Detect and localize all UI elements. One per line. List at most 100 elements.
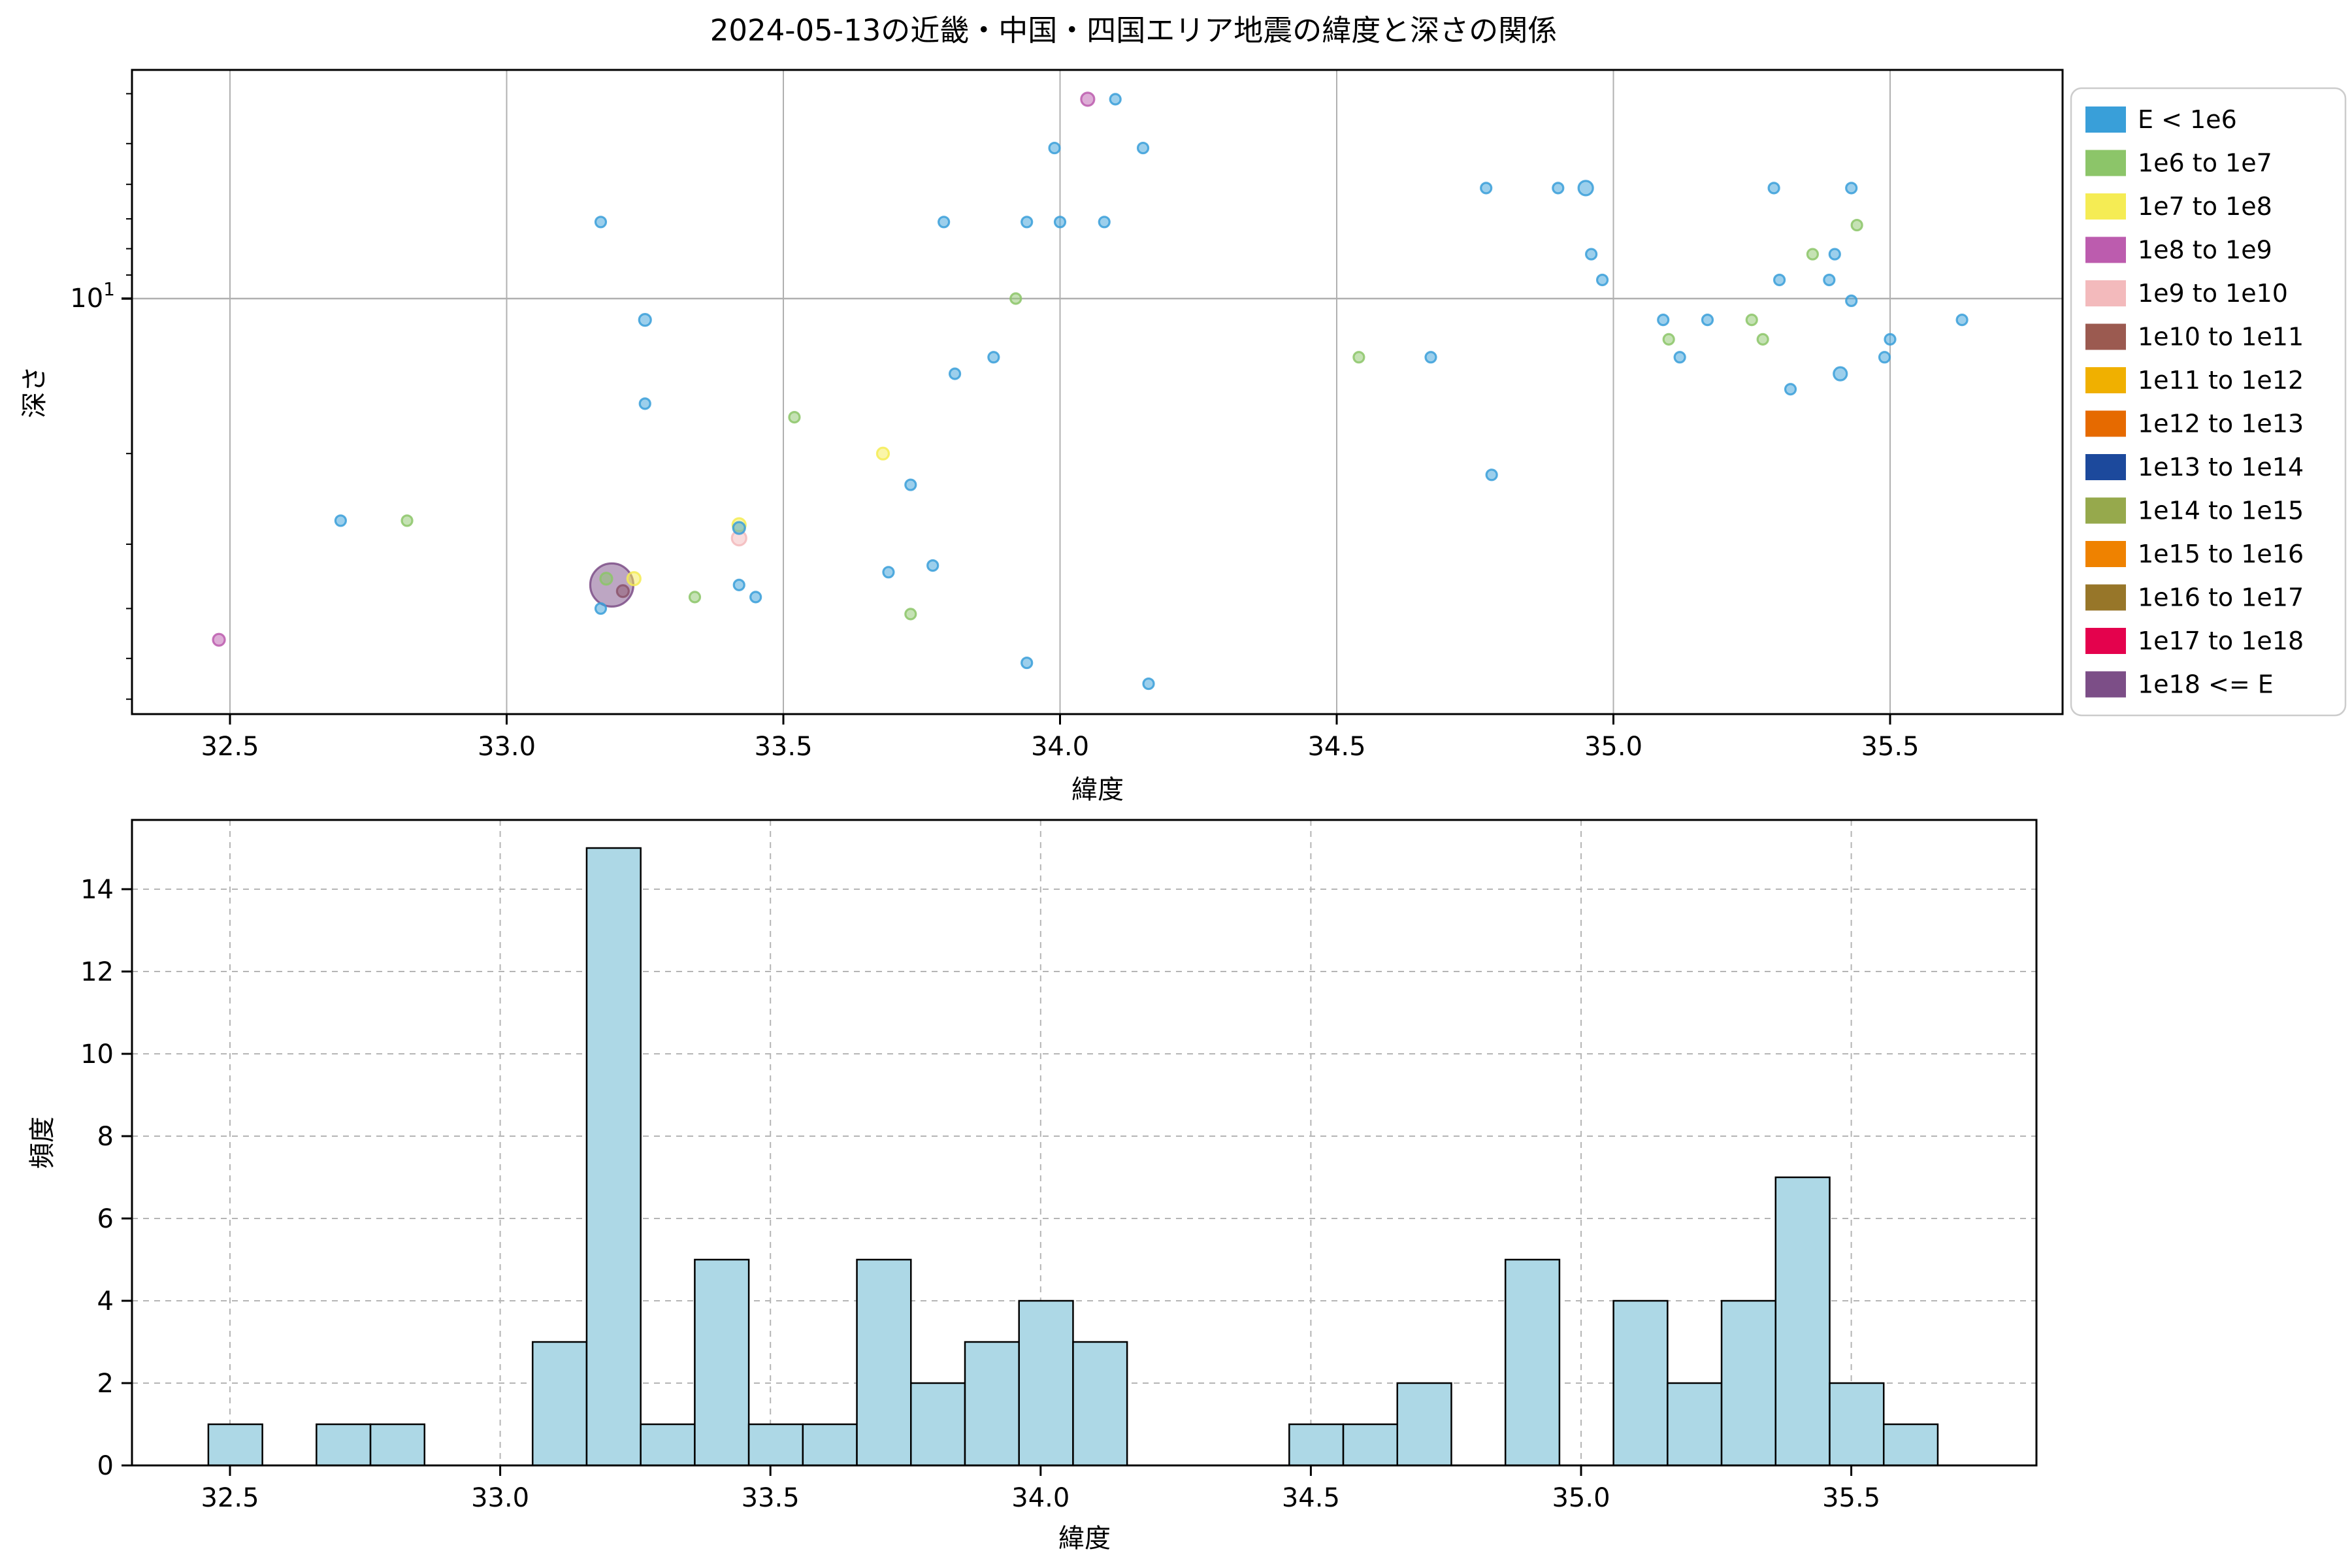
legend-item-label: 1e15 to 1e16 (2138, 540, 2304, 568)
legend-swatch (2085, 367, 2126, 393)
tick-label: 33.5 (742, 1483, 800, 1513)
legend-swatch (2085, 410, 2126, 437)
legend-item-label: 1e16 to 1e17 (2138, 583, 2304, 612)
tick-label: 33.0 (478, 732, 536, 762)
scatter-point (638, 313, 652, 327)
legend-item-label: 1e17 to 1e18 (2138, 627, 2304, 655)
scatter-point (948, 367, 962, 380)
scatter-point (938, 216, 951, 229)
scatter-point (1577, 180, 1594, 197)
scatter-point (1021, 656, 1034, 670)
scatter-point (1485, 468, 1498, 482)
legend-swatch (2085, 671, 2126, 698)
chart-title: 2024-05-13の近畿・中国・四国エリア地震の緯度と深さの関係 (710, 13, 1558, 48)
tick-label: 33.5 (754, 732, 812, 762)
legend-item-label: 1e7 to 1e8 (2138, 192, 2272, 221)
legend-item-label: 1e11 to 1e12 (2138, 366, 2304, 395)
legend-swatch (2085, 323, 2126, 350)
tick-label: 8 (97, 1122, 114, 1152)
scatter-point (599, 572, 613, 586)
scatter-point (1701, 314, 1714, 327)
scatter-xaxis-label: 緯度 (1071, 775, 1124, 805)
scatter-point (1828, 248, 1841, 261)
scatter-point (1048, 141, 1061, 155)
legend-swatch (2085, 237, 2126, 263)
legend-item-label: E < 1e6 (2138, 105, 2237, 134)
tick-label: 12 (80, 957, 114, 987)
histogram-bar (1018, 1299, 1074, 1467)
tick-label: 32.5 (201, 1483, 259, 1513)
scatter-point (1352, 351, 1365, 364)
histogram-bar (585, 847, 642, 1467)
scatter-point (1595, 273, 1609, 287)
legend-swatch (2085, 454, 2126, 480)
scatter-point (987, 351, 1000, 364)
scatter-point (904, 478, 917, 491)
legend-item-label: 1e14 to 1e15 (2138, 497, 2304, 525)
tick-label: 6 (97, 1204, 114, 1234)
scatter-point (904, 608, 917, 621)
histogram-bar (856, 1258, 912, 1467)
scatter-point (1098, 216, 1111, 229)
histogram-bar (1288, 1423, 1345, 1467)
scatter-point (1767, 182, 1780, 195)
legend-swatch (2085, 628, 2126, 654)
scatter-point (1955, 314, 1968, 327)
tick-label: 32.5 (201, 732, 259, 762)
scatter-yaxis-label: 深さ (20, 366, 50, 418)
scatter-point (1823, 273, 1836, 287)
histogram-bar (640, 1423, 696, 1467)
legend-swatch (2085, 193, 2126, 220)
scatter-point (732, 521, 746, 535)
scatter-point (1552, 182, 1565, 195)
histogram-bar (1504, 1258, 1561, 1467)
scatter-point (1845, 182, 1858, 195)
scatter-point (1009, 292, 1022, 305)
legend: E < 1e6 1e6 to 1e7 1e7 to 1e8 1e8 to 1e9 1e9… (2070, 87, 2347, 717)
tick-label: 34.5 (1307, 732, 1365, 762)
scatter-point (1845, 294, 1858, 308)
histogram-yaxis-label: 頻度 (27, 1117, 57, 1169)
histogram-bar (1396, 1382, 1452, 1467)
histogram-bar (1072, 1341, 1128, 1467)
histogram-bar (369, 1423, 426, 1467)
scatter-point (1142, 677, 1155, 691)
histogram-bar (1829, 1382, 1885, 1467)
legend-swatch (2085, 150, 2126, 176)
scatter-point (749, 591, 762, 604)
scatter-point (589, 562, 635, 608)
tick-label: 4 (97, 1286, 114, 1316)
scatter-point (1662, 333, 1675, 346)
tick-label: 34.5 (1282, 1483, 1340, 1513)
histogram-bar (747, 1423, 804, 1467)
scatter-point (882, 566, 895, 579)
histogram-bar (1342, 1423, 1399, 1467)
scatter-point (1657, 314, 1670, 327)
tick-label: 10 (80, 1039, 114, 1070)
scatter-point (1021, 216, 1034, 229)
tick-label: 35.5 (1861, 732, 1919, 762)
scatter-point (1756, 333, 1769, 346)
legend-swatch (2085, 106, 2126, 133)
scatter-point (638, 397, 651, 410)
legend-swatch (2085, 584, 2126, 611)
histogram-bar (531, 1341, 588, 1467)
histogram-bar (316, 1423, 372, 1467)
scatter-point (594, 216, 608, 229)
tick-label: 35.5 (1822, 1483, 1880, 1513)
scatter-point (1773, 273, 1786, 287)
legend-item-label: 1e10 to 1e11 (2138, 323, 2304, 351)
legend-item-label: 1e8 to 1e9 (2138, 236, 2272, 265)
tick-label: 34.0 (1031, 732, 1089, 762)
legend-item-label: 1e6 to 1e7 (2138, 149, 2272, 178)
scatter-point (1080, 91, 1096, 107)
y-axis-major-tick-label: 101 (70, 278, 115, 314)
tick-label: 34.0 (1011, 1483, 1070, 1513)
scatter-point (875, 446, 890, 461)
scatter-point (1053, 216, 1067, 229)
scatter-plot: 32.5 33.0 33.5 34.0 34.5 35.0 35.5 101 (70, 69, 2064, 762)
scatter-point (1673, 351, 1686, 364)
scatter-point (1109, 93, 1122, 106)
histogram-bar (694, 1258, 750, 1467)
